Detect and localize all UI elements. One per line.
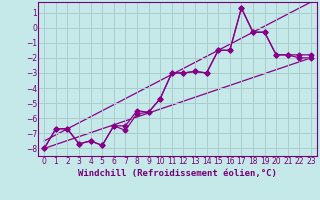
X-axis label: Windchill (Refroidissement éolien,°C): Windchill (Refroidissement éolien,°C) bbox=[78, 169, 277, 178]
